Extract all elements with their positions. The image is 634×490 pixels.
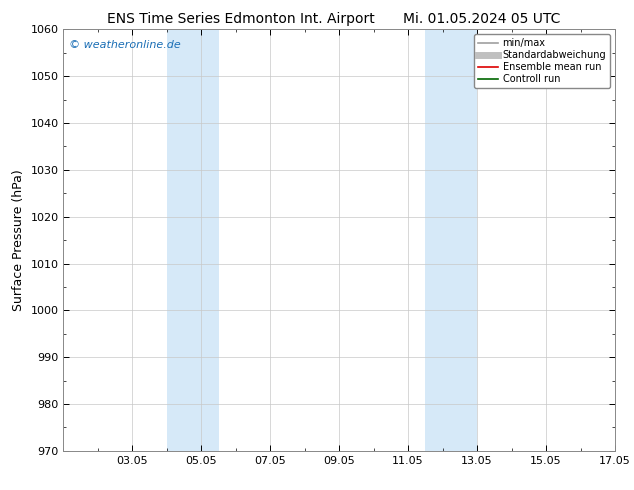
Legend: min/max, Standardabweichung, Ensemble mean run, Controll run: min/max, Standardabweichung, Ensemble me…: [474, 34, 610, 88]
Text: ENS Time Series Edmonton Int. Airport: ENS Time Series Edmonton Int. Airport: [107, 12, 375, 26]
Bar: [167, 29, 219, 451]
Y-axis label: Surface Pressure (hPa): Surface Pressure (hPa): [12, 169, 25, 311]
Text: © weatheronline.de: © weatheronline.de: [69, 40, 181, 50]
Text: Mi. 01.05.2024 05 UTC: Mi. 01.05.2024 05 UTC: [403, 12, 560, 26]
Bar: [425, 29, 477, 451]
